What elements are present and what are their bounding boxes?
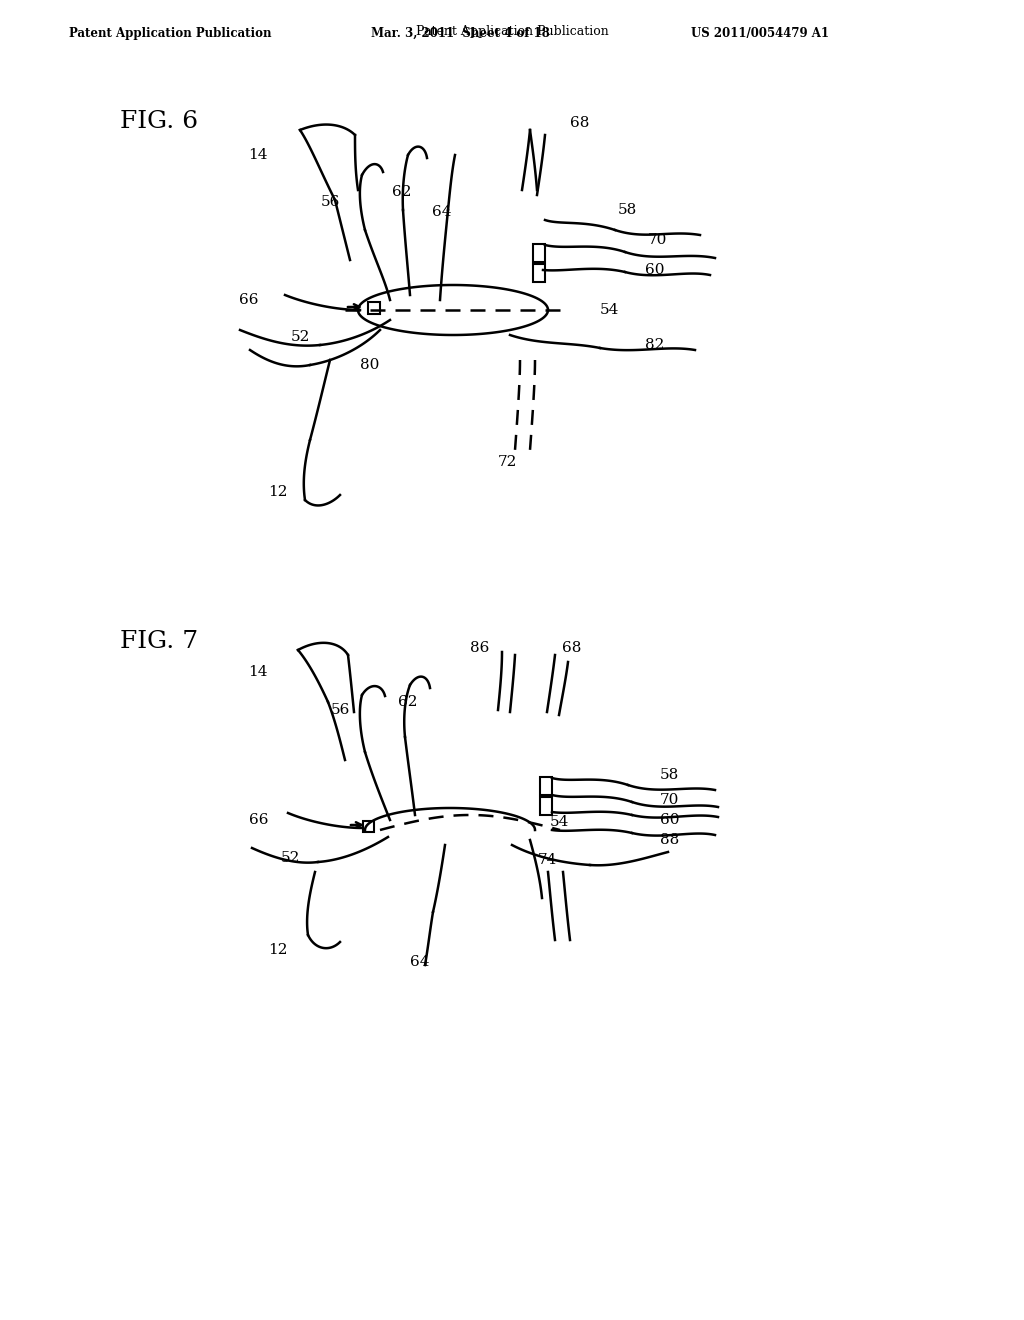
- Text: 14: 14: [249, 665, 268, 678]
- Text: 58: 58: [618, 203, 637, 216]
- Text: 70: 70: [648, 234, 668, 247]
- FancyBboxPatch shape: [362, 821, 374, 832]
- Text: 64: 64: [411, 954, 430, 969]
- Text: 60: 60: [660, 813, 680, 828]
- Text: 88: 88: [660, 833, 679, 847]
- Text: 60: 60: [645, 263, 665, 277]
- Text: 72: 72: [498, 455, 517, 469]
- Text: 52: 52: [281, 851, 300, 865]
- FancyBboxPatch shape: [540, 777, 552, 795]
- Text: 64: 64: [432, 205, 452, 219]
- Text: 86: 86: [470, 642, 489, 655]
- Text: 62: 62: [398, 696, 418, 709]
- Text: 62: 62: [392, 185, 412, 199]
- Text: 56: 56: [331, 704, 350, 717]
- Text: FIG. 7: FIG. 7: [120, 630, 198, 653]
- Text: 82: 82: [645, 338, 665, 352]
- Text: 80: 80: [360, 358, 379, 372]
- Text: 68: 68: [570, 116, 590, 129]
- Text: 66: 66: [239, 293, 258, 308]
- Text: 12: 12: [268, 942, 288, 957]
- Text: Patent Application Publication: Patent Application Publication: [69, 26, 271, 40]
- Text: 56: 56: [321, 195, 340, 209]
- Text: 66: 66: [249, 813, 268, 828]
- Text: FIG. 6: FIG. 6: [120, 110, 198, 133]
- Text: 52: 52: [291, 330, 310, 345]
- Text: Patent Application Publication: Patent Application Publication: [416, 25, 608, 38]
- Text: US 2011/0054479 A1: US 2011/0054479 A1: [691, 26, 829, 40]
- FancyBboxPatch shape: [534, 264, 545, 282]
- FancyBboxPatch shape: [534, 244, 545, 261]
- Text: 74: 74: [538, 853, 557, 867]
- Text: Mar. 3, 2011  Sheet 4 of 18: Mar. 3, 2011 Sheet 4 of 18: [371, 26, 549, 40]
- Text: 54: 54: [550, 814, 569, 829]
- Text: 70: 70: [660, 793, 679, 807]
- Text: 12: 12: [268, 484, 288, 499]
- Text: 58: 58: [660, 768, 679, 781]
- Text: 54: 54: [600, 304, 620, 317]
- FancyBboxPatch shape: [540, 797, 552, 814]
- Text: 14: 14: [249, 148, 268, 162]
- FancyBboxPatch shape: [368, 302, 380, 314]
- Text: 68: 68: [562, 642, 582, 655]
